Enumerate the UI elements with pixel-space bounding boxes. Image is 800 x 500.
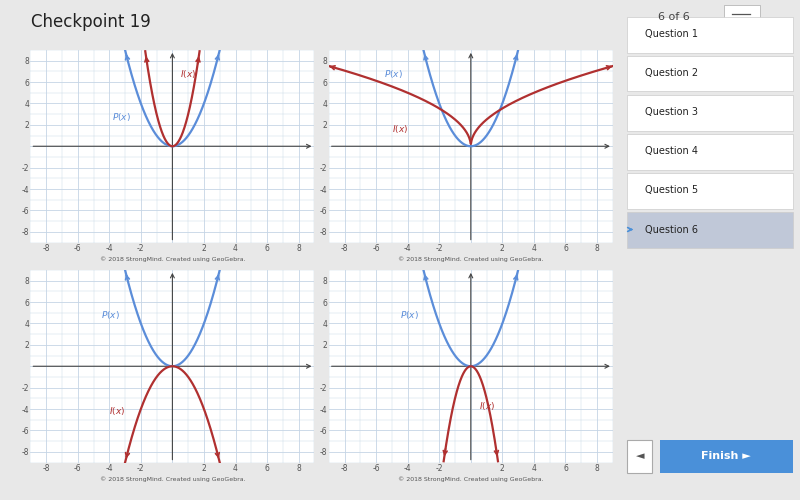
FancyBboxPatch shape xyxy=(659,440,793,472)
Text: Question 4: Question 4 xyxy=(646,146,698,156)
FancyBboxPatch shape xyxy=(627,440,653,472)
FancyBboxPatch shape xyxy=(627,94,793,130)
Text: Question 2: Question 2 xyxy=(646,68,698,78)
Text: ◄: ◄ xyxy=(635,451,644,461)
Text: Finish ►: Finish ► xyxy=(702,451,751,461)
Text: © 2018 StrongMind. Created using GeoGebra.: © 2018 StrongMind. Created using GeoGebr… xyxy=(398,256,544,262)
FancyBboxPatch shape xyxy=(725,5,760,28)
Text: $I(x)$: $I(x)$ xyxy=(110,406,126,417)
FancyBboxPatch shape xyxy=(627,16,793,52)
FancyBboxPatch shape xyxy=(627,56,793,92)
Text: Question 3: Question 3 xyxy=(646,108,698,118)
Text: $I(x)$: $I(x)$ xyxy=(180,68,197,80)
Text: $P(x)$: $P(x)$ xyxy=(102,309,120,321)
FancyBboxPatch shape xyxy=(627,172,793,208)
Text: Question 5: Question 5 xyxy=(646,186,698,196)
Text: Question 1: Question 1 xyxy=(646,30,698,40)
FancyBboxPatch shape xyxy=(627,134,793,170)
Text: Checkpoint 19: Checkpoint 19 xyxy=(31,13,150,31)
Text: $I(x)$: $I(x)$ xyxy=(392,124,408,136)
Text: Question 6: Question 6 xyxy=(646,224,698,234)
Text: 6 of 6: 6 of 6 xyxy=(658,12,690,22)
Text: $P(x)$: $P(x)$ xyxy=(384,68,403,80)
Text: $I(x)$: $I(x)$ xyxy=(478,400,495,412)
Text: © 2018 StrongMind. Created using GeoGebra.: © 2018 StrongMind. Created using GeoGebr… xyxy=(99,476,246,482)
Text: © 2018 StrongMind. Created using GeoGebra.: © 2018 StrongMind. Created using GeoGebr… xyxy=(398,476,544,482)
Text: $P(x)$: $P(x)$ xyxy=(400,309,418,321)
Text: © 2018 StrongMind. Created using GeoGebra.: © 2018 StrongMind. Created using GeoGebr… xyxy=(99,256,246,262)
FancyBboxPatch shape xyxy=(627,212,793,248)
Text: $P(x)$: $P(x)$ xyxy=(113,110,131,122)
